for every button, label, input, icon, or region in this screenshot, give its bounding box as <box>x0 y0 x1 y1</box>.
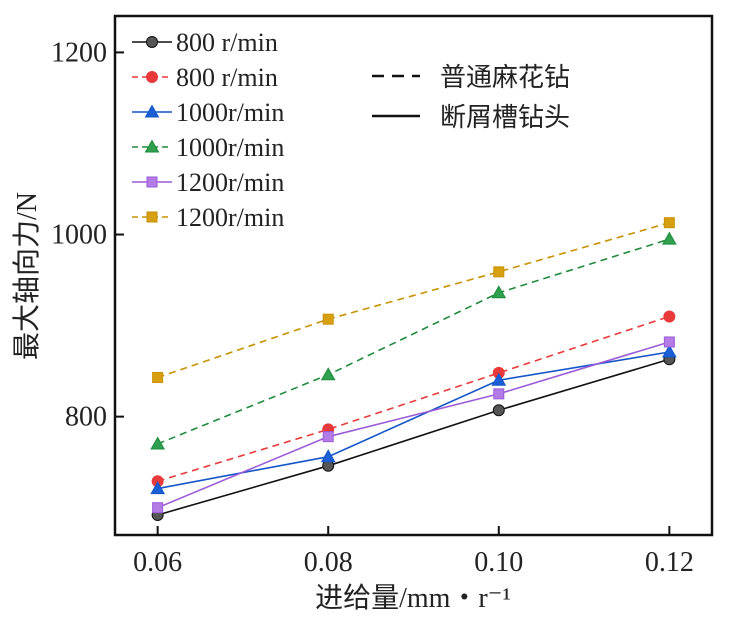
legend-label: 1200r/min <box>176 168 284 197</box>
series-line <box>157 221 670 379</box>
series-5 <box>152 336 675 514</box>
data-point <box>493 388 505 400</box>
legend: 800 r/min 800 r/min 1000r/min 1000r/min 1200… <box>132 28 570 232</box>
legend-entry-6: 1200r/min <box>132 203 284 232</box>
data-point <box>663 217 675 229</box>
x-tick-label: 0.06 <box>133 547 182 578</box>
legend-label: 1000r/min <box>176 98 284 127</box>
data-point <box>152 502 164 514</box>
legend-marker <box>146 211 158 223</box>
data-point <box>491 285 507 299</box>
style-legend-label: 断屑槽钻头 <box>440 103 570 132</box>
data-point <box>663 310 676 323</box>
legend-marker <box>144 104 160 118</box>
legend-label: 1200r/min <box>176 203 284 232</box>
data-point <box>322 431 334 443</box>
style-legend-entry-1: 普通麻花钻 <box>372 63 570 92</box>
data-point <box>662 344 677 358</box>
y-tick-label: 800 <box>65 402 107 433</box>
data-point <box>322 313 334 325</box>
legend-entry-5: 1200r/min <box>132 168 284 197</box>
series-line <box>157 341 670 509</box>
data-point <box>662 231 677 245</box>
y-tick-label: 1200 <box>51 37 107 68</box>
series-layer <box>150 217 677 521</box>
data-point <box>150 481 165 495</box>
series-1 <box>151 353 676 521</box>
legend-label: 1000r/min <box>176 133 284 162</box>
x-tick-label: 0.08 <box>304 547 353 578</box>
legend-entry-2: 800 r/min <box>132 63 278 92</box>
legend-marker <box>146 71 158 83</box>
legend-marker <box>146 176 158 188</box>
series-line <box>157 315 670 483</box>
series-line <box>157 238 670 445</box>
legend-marker <box>146 36 158 48</box>
series-4 <box>150 231 677 450</box>
legend-marker <box>144 139 160 153</box>
style-legend-entry-2: 断屑槽钻头 <box>372 103 570 132</box>
legend-label: 800 r/min <box>176 63 278 92</box>
x-tick-label: 0.10 <box>474 547 523 578</box>
ticks: 0.06 0.08 0.10 0.12 800 1000 1200 <box>51 37 694 578</box>
legend-entry-4: 1000r/min <box>132 133 284 162</box>
y-axis-label: 最大轴向力/N <box>11 192 43 360</box>
series-2 <box>151 310 676 488</box>
x-axis-label: 进给量/mm・r⁻¹ <box>315 582 511 614</box>
legend-entry-1: 800 r/min <box>132 28 278 57</box>
y-tick-label: 1000 <box>51 220 107 251</box>
style-legend-label: 普通麻花钻 <box>440 63 570 92</box>
data-point <box>150 436 165 450</box>
legend-entry-3: 1000r/min <box>132 98 284 127</box>
data-point <box>320 449 336 463</box>
data-point <box>492 404 505 417</box>
series-6 <box>152 217 675 383</box>
series-3 <box>150 344 677 495</box>
legend-label: 800 r/min <box>176 28 278 57</box>
data-point <box>320 367 336 381</box>
plot-frame <box>113 14 714 537</box>
data-point <box>493 266 505 278</box>
series-line <box>157 351 670 490</box>
data-point <box>663 336 675 348</box>
x-tick-label: 0.12 <box>645 547 694 578</box>
data-point <box>491 372 507 386</box>
series-line <box>157 358 670 516</box>
data-point <box>152 371 164 383</box>
